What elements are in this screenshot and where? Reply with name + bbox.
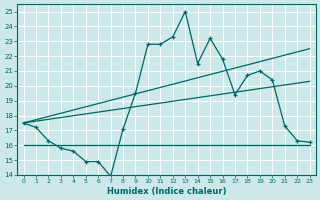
- X-axis label: Humidex (Indice chaleur): Humidex (Indice chaleur): [107, 187, 226, 196]
